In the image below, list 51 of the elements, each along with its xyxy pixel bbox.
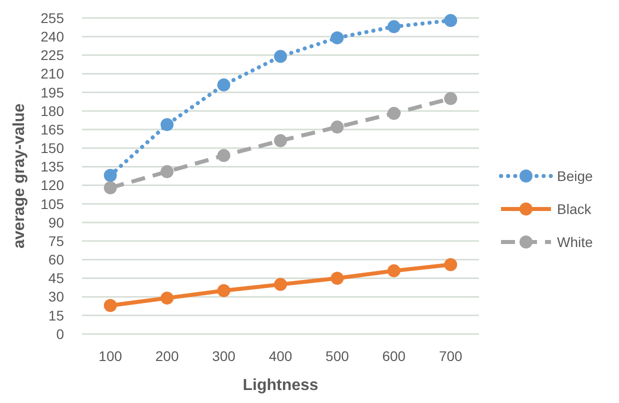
point: [330, 272, 344, 285]
y-tick-label: 120: [40, 177, 64, 194]
y-tick-label: 75: [48, 232, 64, 249]
legend-label: White: [557, 234, 593, 250]
y-tick-label: 255: [40, 10, 64, 26]
point: [387, 264, 400, 278]
y-tick-label: 15: [48, 307, 64, 324]
point: [387, 106, 400, 120]
point: [217, 284, 230, 298]
point: [274, 278, 287, 291]
y-tick-label: 45: [48, 270, 64, 286]
point: [444, 92, 458, 106]
y-tick-label: 135: [40, 158, 64, 175]
point: [330, 120, 344, 134]
y-tick-label: 60: [48, 252, 64, 268]
point: [160, 292, 174, 305]
point: [387, 20, 400, 34]
y-tick-label: 0: [56, 326, 64, 342]
x-tick-label: 300: [212, 348, 236, 364]
y-tick-label: 195: [40, 84, 64, 100]
x-tick-label: 600: [382, 348, 406, 364]
point: [217, 149, 230, 162]
point: [104, 181, 117, 194]
point: [274, 134, 287, 148]
y-tick-label: 90: [48, 214, 64, 230]
legend-label: Black: [557, 200, 592, 217]
y-tick-label: 30: [48, 288, 64, 305]
point: [330, 31, 344, 44]
point: [160, 118, 174, 132]
point: [274, 50, 287, 63]
point: [444, 14, 458, 27]
x-tick-label: 400: [268, 348, 292, 364]
y-tick-label: 225: [40, 47, 64, 64]
x-tick-label: 500: [326, 348, 350, 364]
x-axis-title: Lightness: [242, 377, 318, 394]
y-axis-title: average gray-value: [11, 103, 28, 248]
y-tick-label: 150: [40, 140, 64, 156]
y-tick-label: 210: [40, 66, 64, 82]
point: [444, 258, 458, 272]
y-tick-label: 180: [40, 102, 64, 119]
y-tick-label: 165: [40, 121, 64, 138]
x-tick-label: 200: [155, 348, 179, 364]
x-tick-label: 100: [98, 348, 122, 364]
point: [104, 168, 117, 182]
x-tick-label: 700: [438, 348, 463, 364]
point: [104, 299, 117, 312]
y-tick-label: 240: [40, 28, 64, 44]
y-tick-label: 105: [40, 196, 64, 212]
legend-label: Beige: [557, 168, 594, 184]
point: [160, 165, 174, 178]
point: [217, 78, 230, 92]
